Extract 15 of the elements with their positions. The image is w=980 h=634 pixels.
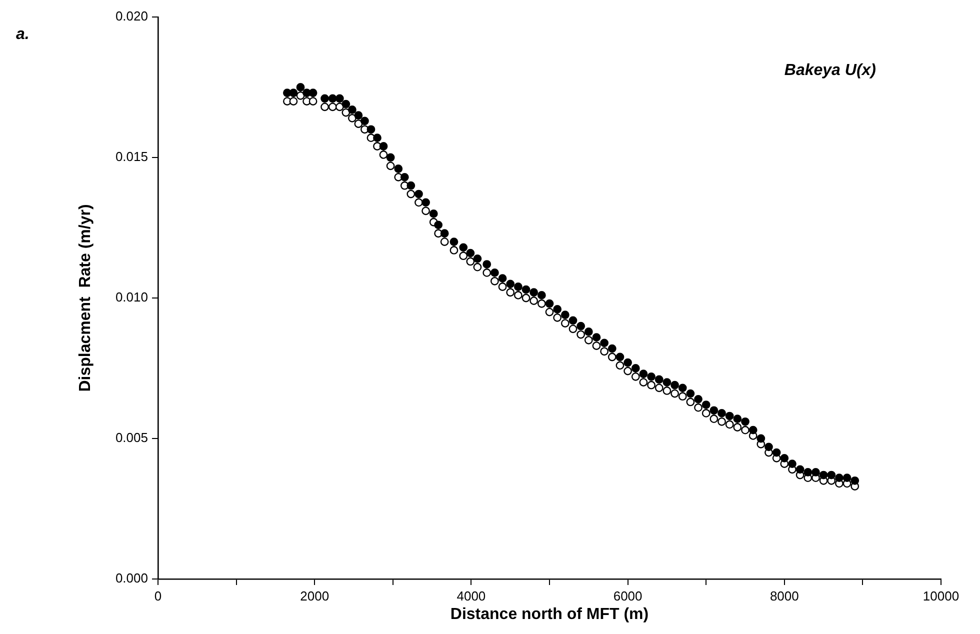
x-tick-label: 8000 (770, 588, 799, 604)
x-tick-label: 2000 (300, 588, 330, 604)
y-tick-label: 0.000 (115, 570, 148, 586)
x-tick-label: 10000 (922, 588, 960, 604)
y-tick-label: 0.010 (115, 290, 148, 305)
y-tick-label: 0.005 (115, 430, 148, 446)
x-tick-label: 6000 (613, 588, 642, 604)
y-tick-label: 0.015 (115, 149, 148, 164)
x-tick-label: 0 (154, 588, 162, 604)
x-tick-label: 4000 (456, 588, 486, 604)
annotation: Bakeya U(x) (784, 62, 876, 79)
y-tick-label: 0.020 (115, 8, 148, 24)
text: a. (16, 26, 30, 43)
y-axis-title: Displacment Rate (m/yr) (77, 204, 94, 392)
x-axis-title: Distance north of MFT (m) (450, 606, 649, 623)
